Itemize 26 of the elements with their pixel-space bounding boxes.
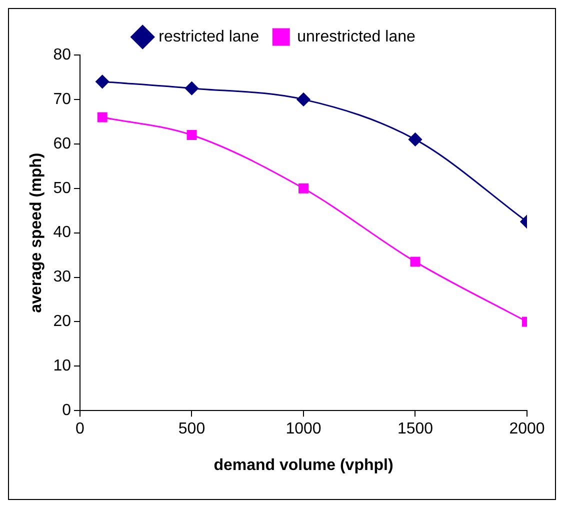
legend-label: restricted lane — [158, 28, 260, 46]
x-tick-label: 1500 — [397, 420, 434, 438]
y-tick-label: 30 — [53, 268, 72, 286]
x-tick-label: 2000 — [509, 420, 545, 438]
y-tick-label: 20 — [53, 313, 72, 330]
x-tick-label: 1000 — [286, 420, 322, 438]
point — [185, 82, 198, 96]
point — [410, 256, 420, 267]
point — [97, 112, 108, 122]
x-tick-label: 0 — [76, 420, 85, 438]
y-tick-label: 60 — [53, 135, 72, 152]
point — [186, 130, 197, 140]
y-axis-title: average speed (mph) — [28, 152, 46, 313]
y-tick-label: 80 — [53, 46, 72, 64]
legend-label: unrestricted lane — [297, 28, 416, 46]
y-tick-label: 0 — [62, 402, 72, 420]
y-tick-label: 40 — [53, 224, 72, 242]
point — [96, 74, 110, 88]
y-tick-label: 50 — [53, 180, 72, 197]
point — [408, 132, 422, 146]
y-tick-label: 70 — [53, 90, 72, 108]
y-tick-label: 10 — [53, 358, 72, 375]
x-tick-label: 500 — [178, 420, 206, 438]
point — [298, 183, 308, 194]
x-axis-title: demand volume (vphpl) — [214, 456, 394, 474]
point — [296, 92, 310, 106]
